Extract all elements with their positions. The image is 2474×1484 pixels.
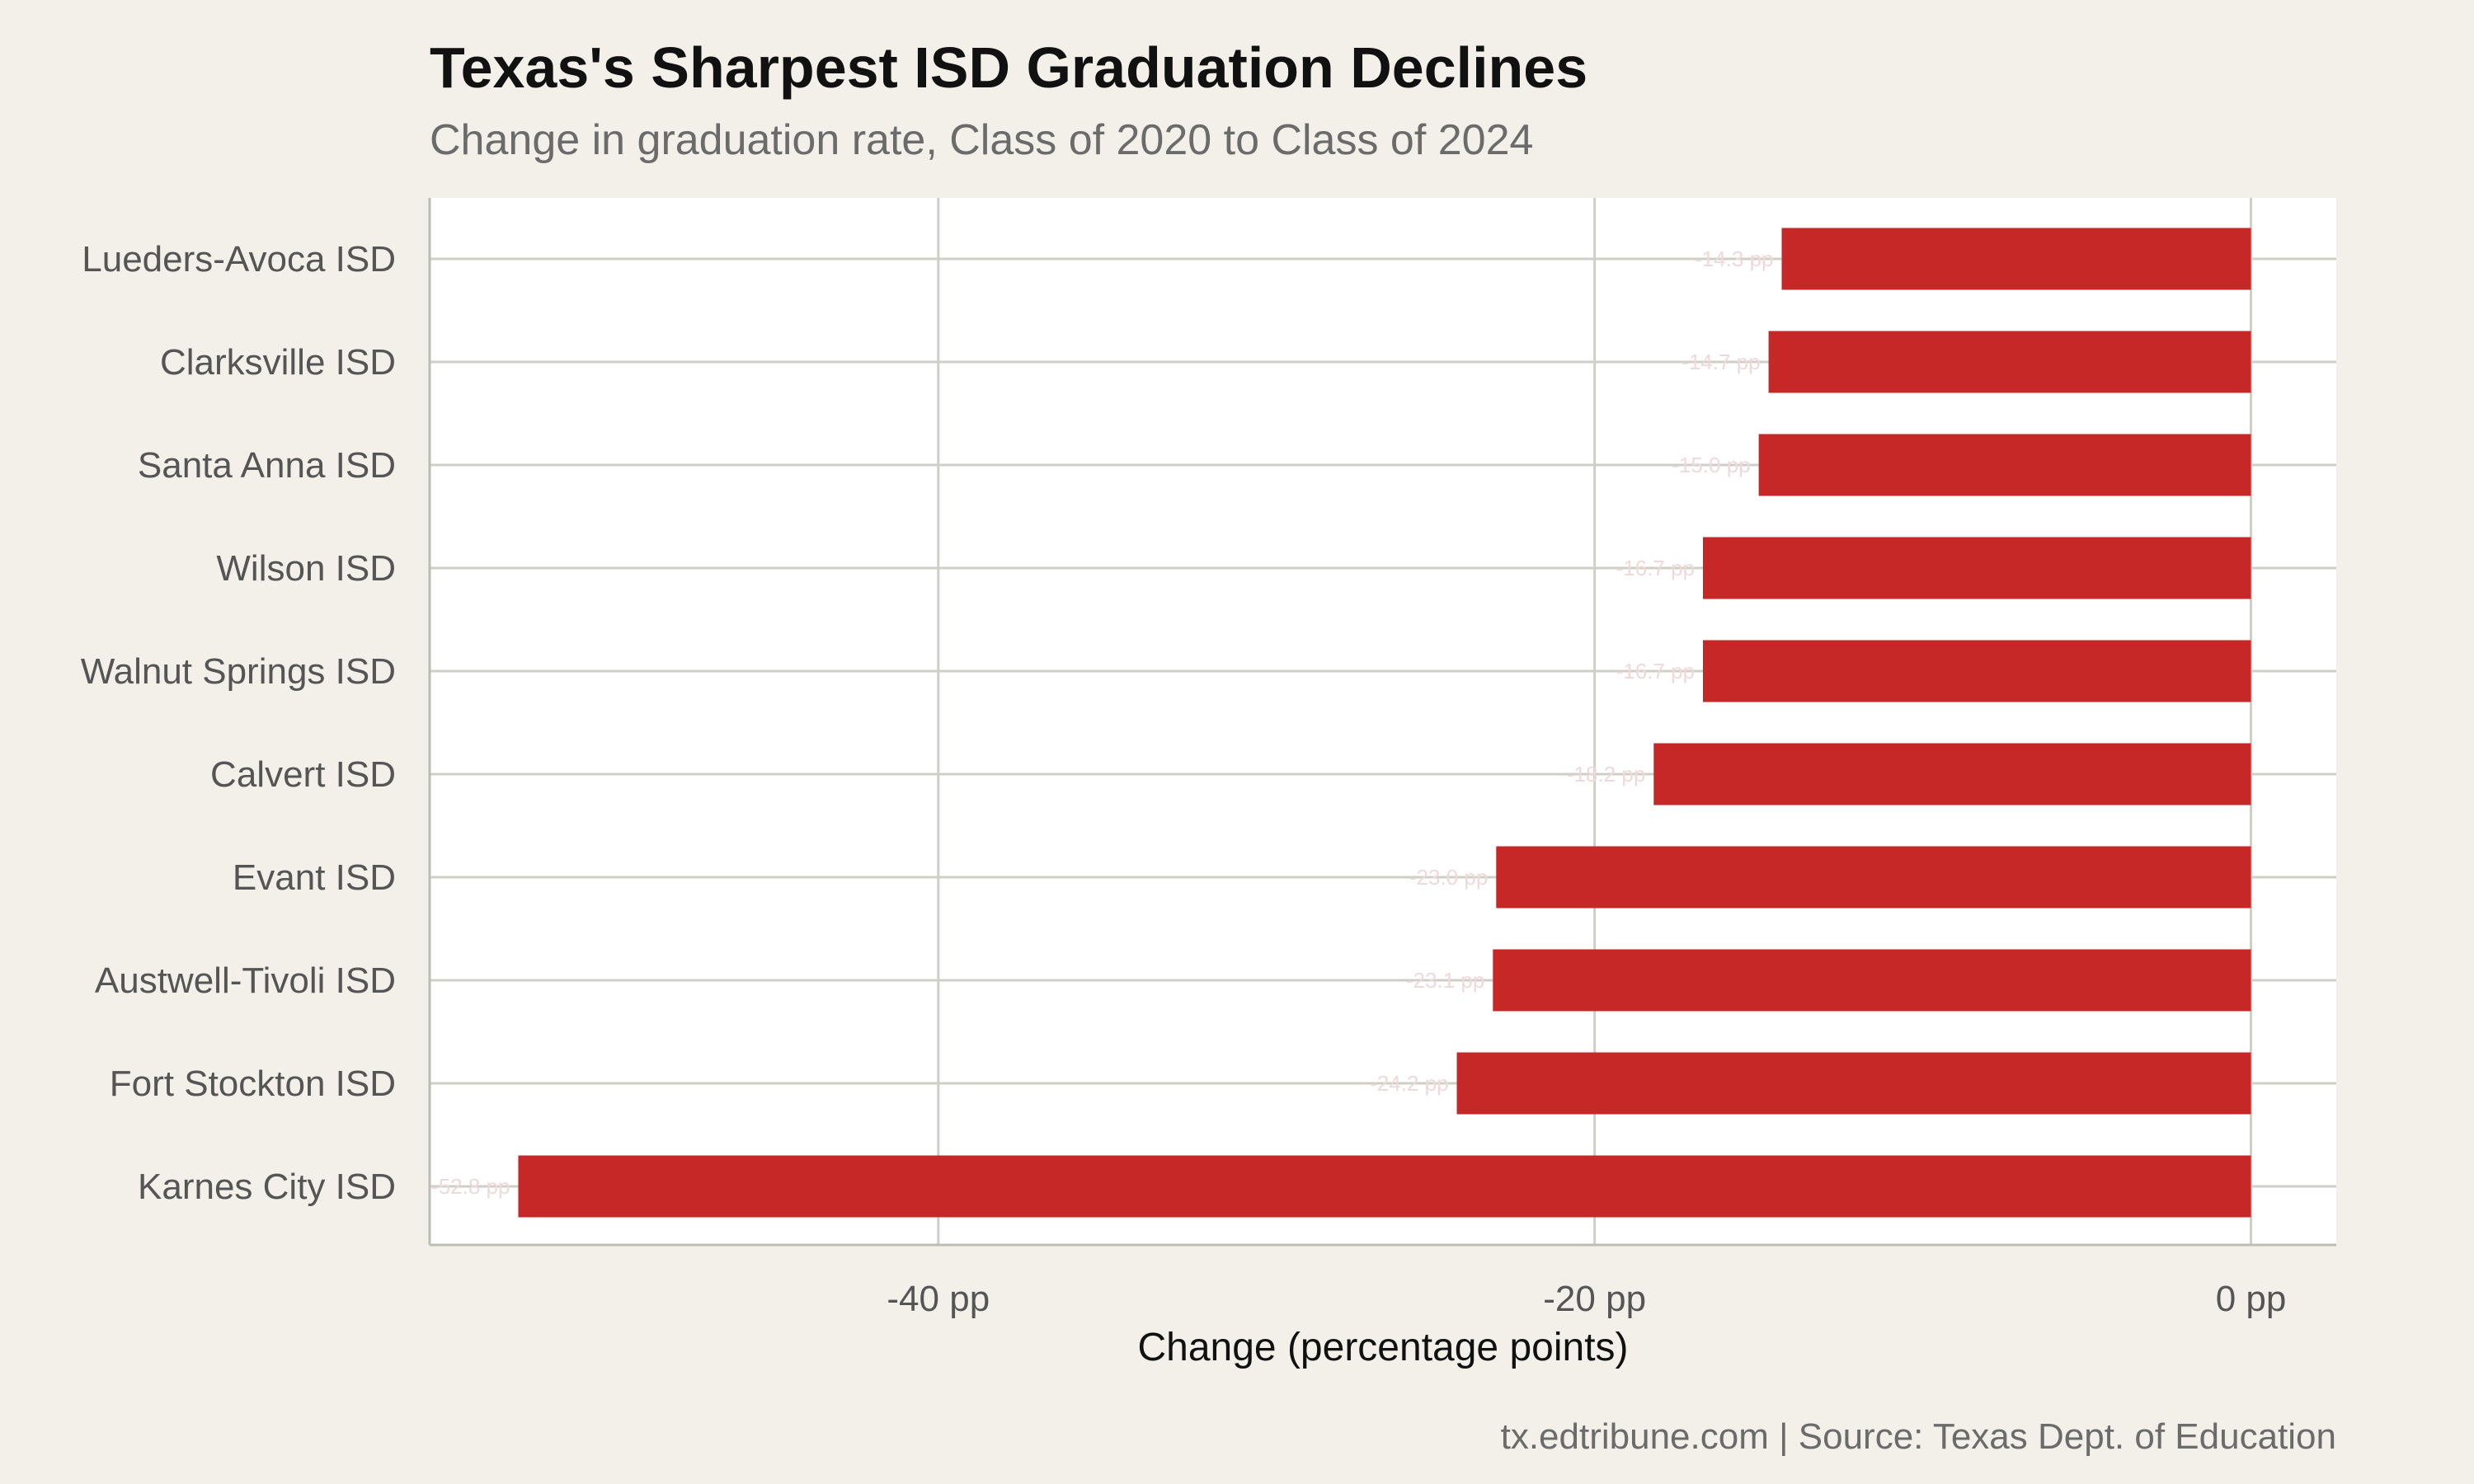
- x-axis-title: Change (percentage points): [1137, 1326, 1628, 1369]
- data-label: -23.0 pp: [1409, 865, 1488, 890]
- data-label: -16.7 pp: [1616, 659, 1695, 683]
- category-label: Calvert ISD: [210, 754, 396, 795]
- category-label: Walnut Springs ISD: [81, 651, 396, 692]
- category-label: Santa Anna ISD: [138, 445, 396, 486]
- data-label: -52.8 pp: [431, 1174, 510, 1199]
- data-label: -23.1 pp: [1406, 968, 1484, 993]
- chart-caption: tx.edtribune.com | Source: Texas Dept. o…: [1500, 1416, 2336, 1457]
- bar: [1493, 949, 2251, 1012]
- x-tick-label: -20 pp: [1543, 1279, 1646, 1319]
- category-labels: Lueders-Avoca ISD Clarksville ISD Santa An…: [81, 239, 396, 1207]
- category-label: Karnes City ISD: [138, 1167, 396, 1207]
- bar: [1496, 846, 2251, 909]
- bar: [1758, 434, 2251, 496]
- bar: [1456, 1052, 2251, 1115]
- category-label: Clarksville ISD: [160, 342, 396, 383]
- data-label: -16.7 pp: [1616, 556, 1695, 580]
- bar: [518, 1155, 2251, 1218]
- bar: [1781, 228, 2251, 290]
- bar: [1653, 743, 2251, 805]
- category-label: Austwell-Tivoli ISD: [95, 960, 396, 1001]
- data-labels: -14.3 pp -14.7 pp -15.0 pp -16.7 pp -16.7 pp…: [431, 247, 1773, 1199]
- data-label: -15.0 pp: [1672, 453, 1750, 477]
- category-label: Lueders-Avoca ISD: [82, 239, 396, 279]
- category-label: Fort Stockton ISD: [110, 1064, 396, 1104]
- category-label: Evant ISD: [233, 857, 396, 898]
- data-label: -14.7 pp: [1681, 350, 1760, 374]
- data-label: -14.3 pp: [1695, 247, 1773, 271]
- bar: [1768, 331, 2251, 393]
- chart-subtitle: Change in graduation rate, Class of 2020…: [430, 116, 1534, 164]
- x-tick-label: 0 pp: [2216, 1279, 2287, 1319]
- chart-title: Texas's Sharpest ISD Graduation Declines: [430, 35, 1588, 100]
- category-label: Wilson ISD: [216, 548, 396, 589]
- data-label: -24.2 pp: [1370, 1071, 1448, 1096]
- axes: [428, 198, 2336, 1247]
- bar: [1702, 537, 2251, 599]
- data-label: -18.2 pp: [1567, 762, 1645, 787]
- x-tick-label: -40 pp: [887, 1279, 990, 1319]
- bars: [518, 228, 2251, 1218]
- bar: [1702, 640, 2251, 702]
- x-tick-labels: -40 pp -20 pp 0 pp: [887, 1279, 2286, 1319]
